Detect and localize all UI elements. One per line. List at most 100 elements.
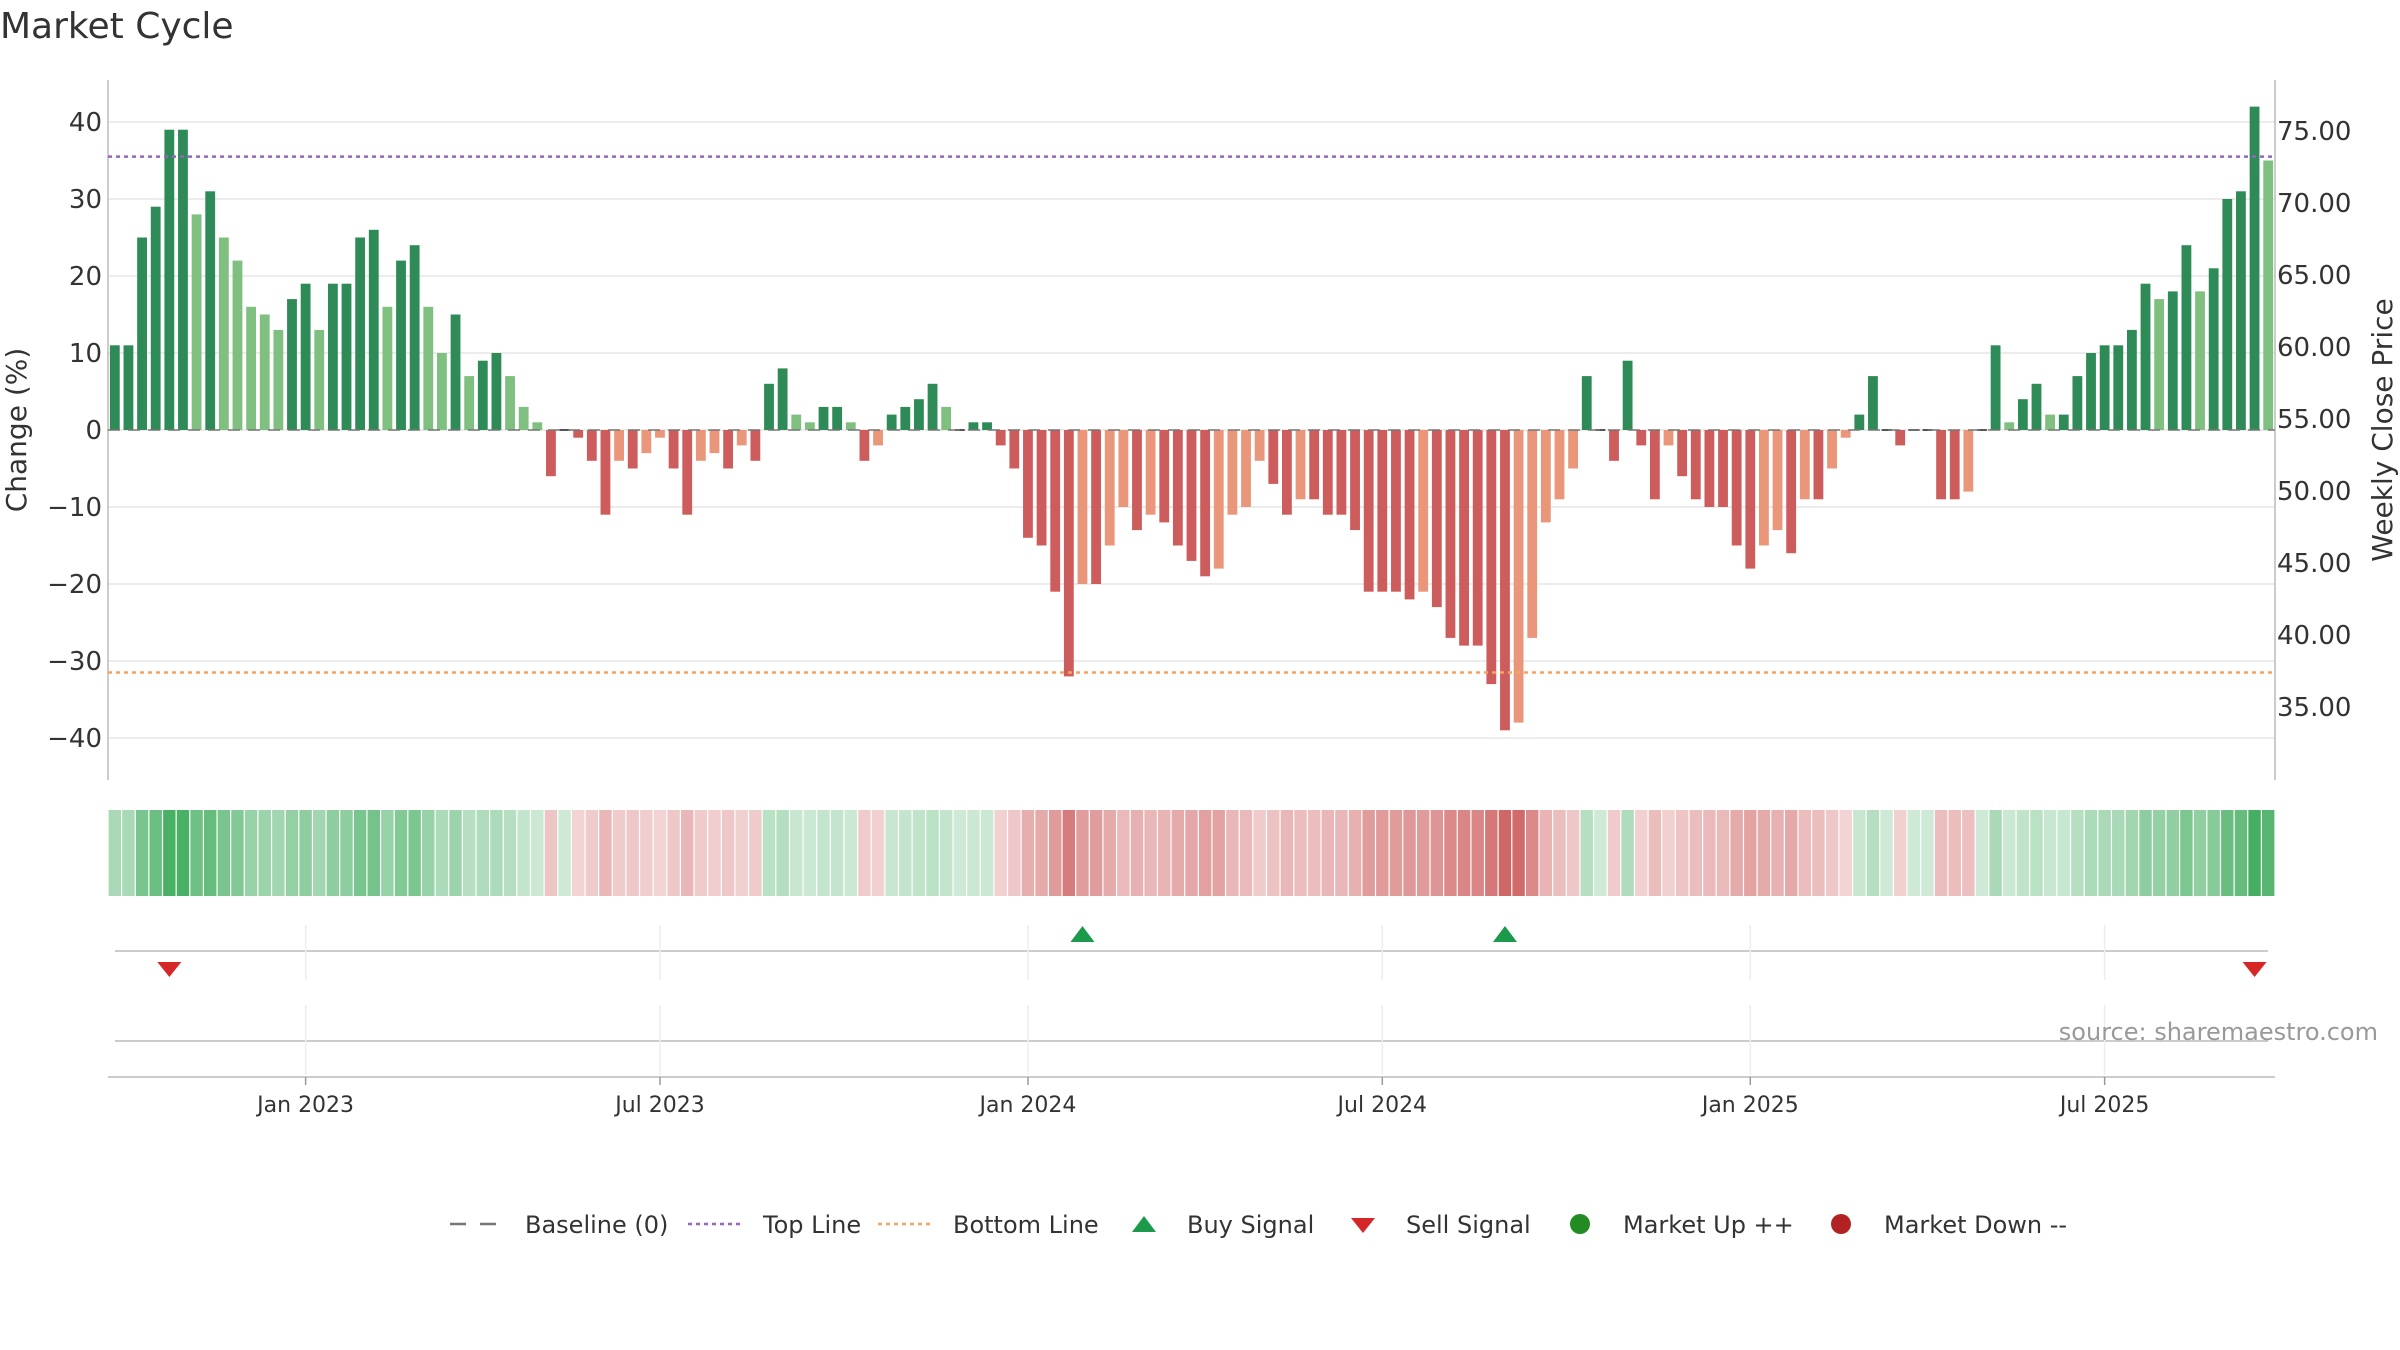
heat-cell xyxy=(1921,810,1934,896)
y-right-tick-label: 65.00 xyxy=(2277,261,2351,291)
bar xyxy=(1104,430,1115,546)
bar xyxy=(287,299,297,430)
bar xyxy=(137,237,147,430)
bar xyxy=(109,345,120,430)
heat-cell xyxy=(1703,810,1716,896)
bar xyxy=(1895,430,1906,446)
bar xyxy=(682,430,693,515)
heat-cell xyxy=(1757,810,1771,896)
heat-cell xyxy=(476,810,490,896)
bar xyxy=(1827,430,1837,469)
lower-panel xyxy=(108,1005,2275,1078)
y-right-tick-label: 55.00 xyxy=(2277,405,2351,435)
heat-cell xyxy=(1076,810,1089,896)
bar xyxy=(1745,430,1756,569)
sell-signal-marker xyxy=(2242,962,2267,977)
bar xyxy=(314,329,325,430)
heat-cell xyxy=(2234,810,2248,896)
bar xyxy=(1459,430,1469,646)
heat-cell xyxy=(2125,810,2139,896)
y-left-tick-label: 30 xyxy=(69,185,102,215)
bar xyxy=(1445,430,1456,638)
y-right-tick-label: 50.00 xyxy=(2277,477,2351,507)
bar xyxy=(2208,268,2219,430)
bar xyxy=(259,314,270,430)
y-right-tick-label: 75.00 xyxy=(2277,117,2351,147)
y-left-tick-label: −40 xyxy=(47,724,102,754)
bar xyxy=(1472,430,1483,646)
bar xyxy=(1704,430,1715,507)
heat-cell xyxy=(1771,810,1784,896)
legend-item: Top Line xyxy=(688,1211,861,1239)
heat-cell xyxy=(1635,810,1648,896)
bar xyxy=(614,430,624,461)
bar xyxy=(1281,430,1292,515)
heat-cell xyxy=(435,810,449,896)
heat-cell xyxy=(1553,810,1566,896)
heat-cell xyxy=(1021,810,1035,896)
heat-cell xyxy=(844,810,857,896)
bar xyxy=(777,368,788,430)
y-left-tick-label: 0 xyxy=(85,416,102,446)
heat-cell xyxy=(2180,810,2193,896)
heat-cell xyxy=(2043,810,2057,896)
heat-cell xyxy=(612,810,626,896)
bar xyxy=(1063,430,1074,677)
bar xyxy=(246,306,257,430)
legend-label: Top Line xyxy=(762,1211,861,1239)
bar xyxy=(1132,430,1142,531)
bar xyxy=(1772,430,1783,531)
y-right-tick-label: 40.00 xyxy=(2277,621,2351,651)
bar xyxy=(1813,430,1824,500)
bar xyxy=(2017,399,2028,430)
y-left-tick-label: 20 xyxy=(69,262,102,292)
heat-cell xyxy=(285,810,299,896)
heat-cell xyxy=(190,810,203,896)
heat-cell xyxy=(272,810,285,896)
bar xyxy=(2072,376,2083,430)
bar xyxy=(559,429,570,431)
bar xyxy=(2058,414,2069,430)
heat-cell xyxy=(422,810,435,896)
bar xyxy=(641,430,652,454)
heat-cell xyxy=(681,810,694,896)
bar xyxy=(914,399,924,430)
bar xyxy=(491,353,502,430)
bar xyxy=(518,406,529,430)
bar xyxy=(1527,430,1538,638)
bar xyxy=(2222,199,2233,430)
heat-cell xyxy=(2193,810,2207,896)
heat-cell xyxy=(1444,810,1457,896)
legend-item: Bottom Line xyxy=(878,1211,1099,1239)
bar xyxy=(982,422,992,430)
heat-cell xyxy=(217,810,231,896)
y-axis-right: 75.00 70.00 65.00 60.00 55.00 50.00 45.00 40.00… xyxy=(2277,117,2351,723)
legend-item: Buy Signal xyxy=(1132,1211,1314,1239)
heat-cell xyxy=(353,810,367,896)
legend-label: Market Down -- xyxy=(1884,1211,2067,1239)
heat-cell xyxy=(980,810,994,896)
heat-cell xyxy=(749,810,762,896)
heat-cell xyxy=(1335,810,1348,896)
bar xyxy=(1922,429,1933,431)
heat-cell xyxy=(2084,810,2098,896)
x-tick-label: Jan 2024 xyxy=(977,1093,1076,1118)
bar xyxy=(1554,430,1565,500)
bar xyxy=(164,129,175,430)
bar xyxy=(1963,430,1974,492)
bar xyxy=(723,430,734,469)
heat-cell xyxy=(1294,810,1307,896)
bar xyxy=(218,237,229,430)
bar xyxy=(1009,430,1020,469)
y-left-tick-label: 40 xyxy=(69,108,102,138)
bar xyxy=(1949,430,1960,500)
heat-cell xyxy=(2221,810,2234,896)
heat-cell xyxy=(135,810,149,896)
heat-cell xyxy=(967,810,980,896)
heat-cell xyxy=(2261,810,2275,896)
bar xyxy=(1391,430,1401,592)
heat-cell xyxy=(381,810,394,896)
bar xyxy=(709,430,720,454)
bar xyxy=(1295,430,1306,500)
heat-cell xyxy=(1989,810,2002,896)
